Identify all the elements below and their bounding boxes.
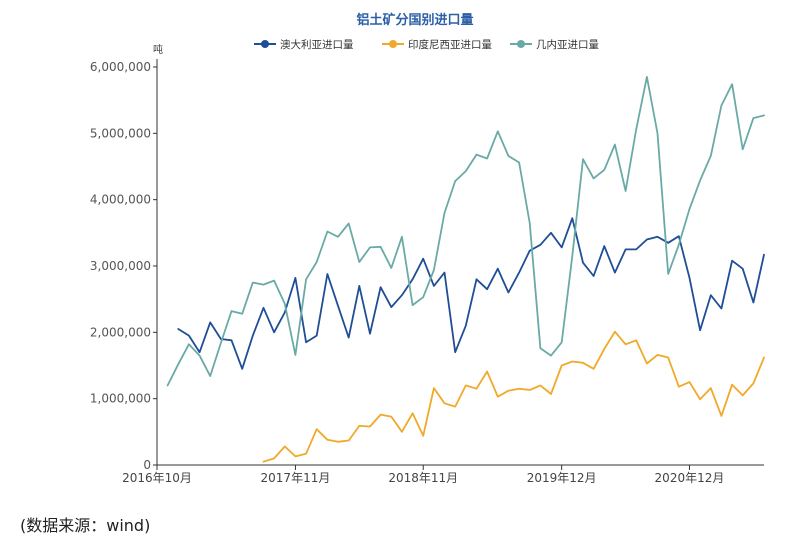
x-tick-label: 2016年10月: [122, 471, 192, 485]
y-unit-label: 吨: [153, 43, 163, 56]
legend-marker: [389, 40, 397, 48]
chart-title: 铝土矿分国别进口量: [356, 12, 473, 28]
x-tick-label: 2020年12月: [655, 471, 725, 485]
legend-marker: [517, 40, 525, 48]
y-axis: 0 1,000,000 2,000,000 3,000,000 4,000,000 5,0…: [90, 59, 158, 472]
x-tick-label: 2019年12月: [527, 471, 597, 485]
legend-label: 印度尼西亚进口量: [408, 38, 492, 51]
legend: 澳大利亚进口量 印度尼西亚进口量 几内亚进口量: [254, 38, 599, 51]
y-tick-label: 2,000,000: [90, 325, 151, 339]
x-axis: 2016年10月 2017年11月 2018年11月 2019年12月 2020年12月: [122, 464, 764, 485]
y-tick-label: 1,000,000: [90, 392, 151, 406]
x-tick-label: 2017年11月: [261, 471, 331, 485]
legend-label: 几内亚进口量: [536, 38, 599, 51]
legend-label: 澳大利亚进口量: [280, 38, 354, 51]
y-tick-label: 0: [143, 458, 151, 472]
series-lines: [166, 76, 765, 463]
series-line: [262, 330, 765, 463]
series-line: [177, 217, 765, 370]
y-tick-label: 4,000,000: [90, 193, 151, 207]
y-tick-label: 6,000,000: [90, 60, 151, 74]
legend-marker: [261, 40, 269, 48]
data-source-note: (数据来源：wind): [20, 516, 151, 535]
y-tick-label: 5,000,000: [90, 126, 151, 140]
x-tick-label: 2018年11月: [388, 471, 458, 485]
y-tick-label: 3,000,000: [90, 259, 151, 273]
series-line: [166, 76, 765, 387]
